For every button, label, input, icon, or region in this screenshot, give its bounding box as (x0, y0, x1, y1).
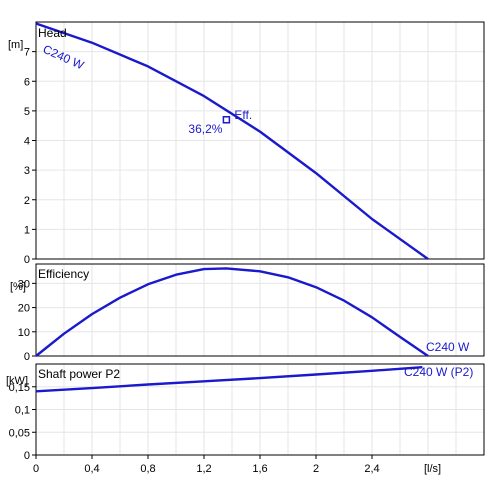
efficiency-panel-title: Efficiency (38, 267, 89, 281)
efficiency-marker-value: 36,2% (188, 122, 222, 136)
head-y-tick-label: 3 (24, 165, 30, 177)
plot-layer: 0 1 2 3 4 5 6 7 0 10 20 30 0 0,05 0,1 0,15 0 0,4 0,8 1,2 1,6… (9, 21, 485, 475)
power-series-line (35, 366, 423, 393)
head-series-line (35, 22, 429, 260)
efficiency-y-tick-label: 20 (18, 303, 30, 315)
power-y-tick-label: 0,1 (15, 405, 30, 417)
efficiency-series-label: C240 W (426, 340, 470, 354)
x-tick-label: 0,8 (140, 463, 155, 475)
x-tick-label: 2 (313, 463, 319, 475)
power-y-tick-label: 0,05 (9, 427, 30, 439)
head-y-tick-label: 5 (24, 106, 30, 118)
head-y-axis-label: [m] (8, 39, 23, 51)
efficiency-marker-label: Eff. (234, 108, 252, 122)
power-panel-title: Shaft power P2 (38, 367, 120, 381)
x-tick-label: 1,2 (196, 463, 211, 475)
x-tick-label: 2,4 (364, 463, 379, 475)
head-y-tick-label: 0 (24, 254, 30, 266)
head-plot-border (35, 21, 485, 260)
head-y-tick-label: 4 (24, 136, 30, 148)
head-y-tick-label: 2 (24, 195, 30, 207)
x-tick-label: 0 (33, 463, 39, 475)
power-y-tick-label: 0 (24, 450, 30, 462)
x-tick-label: 0,4 (84, 463, 99, 475)
efficiency-plot-border (35, 263, 485, 357)
efficiency-y-tick-label: 0 (24, 351, 30, 363)
power-y-tick-label: 0,15 (9, 382, 30, 394)
efficiency-y-axis-label: [%] (10, 281, 26, 293)
head-y-tick-label: 7 (24, 47, 30, 59)
efficiency-y-tick-label: 30 (18, 278, 30, 290)
efficiency-series-line (35, 267, 429, 357)
x-axis-unit-label: [l/s] (424, 463, 441, 475)
head-y-tick-label: 6 (24, 76, 30, 88)
efficiency-y-tick-label: 10 (18, 327, 30, 339)
x-tick-label: 1,6 (252, 463, 267, 475)
efficiency-point-marker (222, 116, 231, 124)
head-panel-title: Head (38, 26, 67, 40)
power-series-label: C240 W (P2) (404, 365, 473, 379)
power-y-axis-label: [kW] (6, 375, 28, 387)
head-y-tick-label: 1 (24, 224, 30, 236)
